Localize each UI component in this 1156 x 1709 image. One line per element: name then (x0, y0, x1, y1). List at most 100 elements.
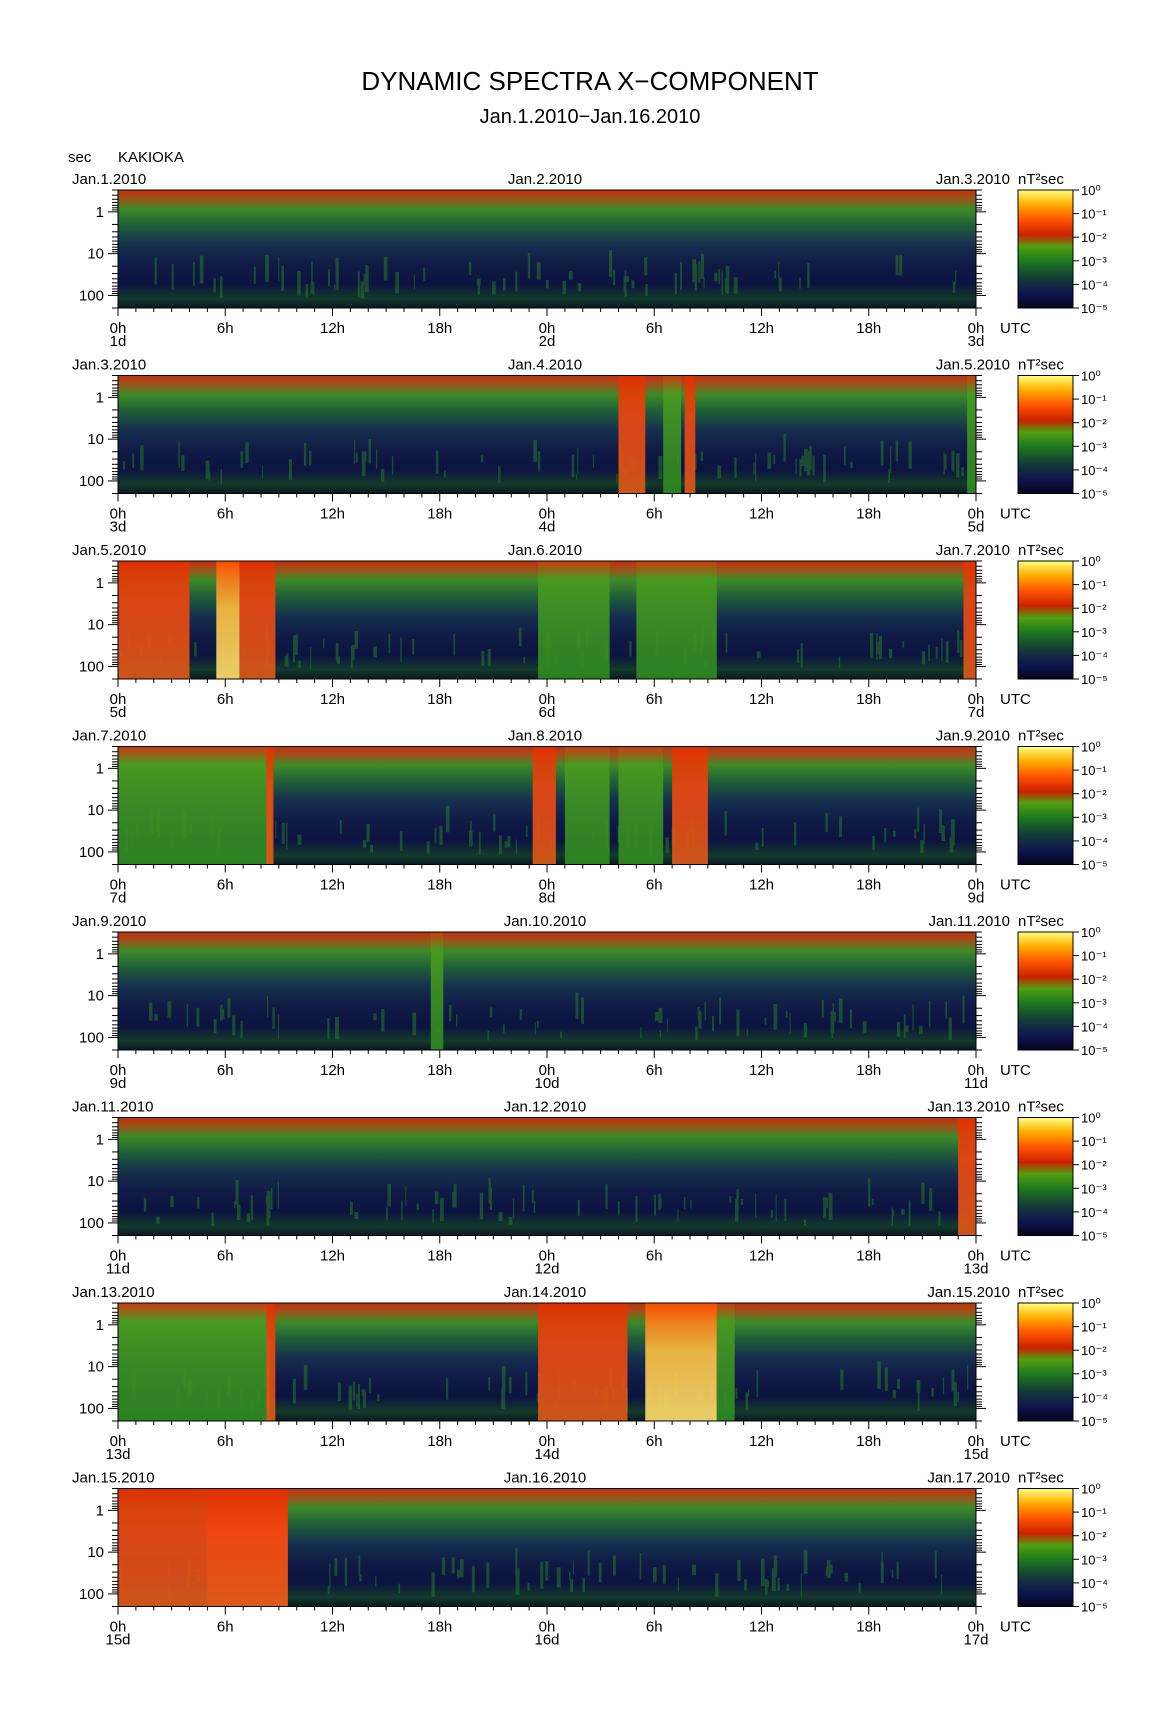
texture-streak (955, 270, 957, 285)
x-unit-label: UTC (1000, 1062, 1031, 1079)
texture-streak (623, 276, 625, 292)
texture-streak (698, 261, 701, 283)
texture-streak (908, 1200, 911, 1226)
texture-streak (917, 1386, 920, 1411)
texture-streak (412, 1012, 417, 1036)
texture-streak (850, 462, 853, 469)
x-tick-label: 18h (856, 1062, 881, 1079)
colorbar-tick-label: 10⁻⁴ (1081, 277, 1108, 292)
texture-streak (246, 1213, 251, 1222)
colorbar-tick-label: 10⁻⁴ (1081, 1019, 1108, 1034)
texture-streak (912, 1004, 914, 1031)
texture-streak (375, 1576, 377, 1587)
texture-streak (456, 1014, 458, 1027)
texture-streak (931, 1388, 934, 1397)
texture-streak (659, 1197, 662, 1209)
texture-streak (803, 1550, 808, 1574)
colorbar (1017, 1117, 1074, 1236)
texture-streak (413, 274, 415, 290)
texture-streak (227, 998, 231, 1018)
activity-event (430, 932, 444, 1050)
texture-streak (240, 1020, 243, 1039)
colorbar-unit-label: nT²sec (1018, 913, 1064, 930)
texture-streak (365, 265, 369, 293)
texture-streak (416, 1203, 419, 1211)
x-tick-label: 18h (427, 1248, 452, 1265)
texture-streak (281, 265, 284, 291)
x-tick-label: 0h (110, 877, 127, 894)
x-tick-label: 6h (646, 691, 663, 708)
texture-streak (899, 255, 903, 276)
texture-streak (761, 828, 764, 847)
activity-event (618, 375, 646, 494)
texture-streak (830, 1011, 835, 1034)
y-tick-label: 10 (87, 246, 104, 263)
x-tick-label: 6h (646, 506, 663, 523)
colorbar-tick-label: 10⁻⁵ (1081, 1043, 1108, 1058)
texture-streak (504, 841, 508, 848)
x-unit-label: UTC (1000, 320, 1031, 337)
colorbar-tick-label: 10⁰ (1081, 369, 1101, 384)
texture-streak (310, 647, 312, 669)
panel-start-date: Jan.7.2010 (72, 728, 146, 745)
panel-group: Jan.1.2010 Jan.2.2010 Jan.3.2010 1 10 100 0h 6h… (72, 171, 1108, 1649)
texture-streak (803, 1023, 807, 1038)
x-unit-label: UTC (1000, 691, 1031, 708)
x-tick-label: 12h (749, 320, 774, 337)
texture-streak (445, 805, 450, 833)
x-tick-label: 18h (856, 877, 881, 894)
texture-streak (531, 1190, 534, 1203)
texture-streak (431, 1572, 435, 1597)
texture-streak (609, 250, 613, 277)
panel-end-date: Jan.3.2010 (936, 171, 1010, 188)
texture-streak (733, 277, 738, 294)
colorbar (1017, 375, 1074, 494)
texture-streak (771, 1568, 776, 1591)
y-tick-label: 10 (87, 1359, 104, 1376)
texture-streak (213, 278, 216, 293)
texture-streak (744, 1579, 747, 1591)
x-day-label: 17d (963, 1632, 988, 1649)
colorbar-tick-label: 10⁻⁴ (1081, 1390, 1108, 1405)
texture-streak (803, 1219, 806, 1226)
x-tick-label: 12h (749, 1062, 774, 1079)
texture-streak (893, 830, 896, 837)
x-tick-label: 6h (217, 506, 234, 523)
texture-streak (469, 830, 473, 847)
texture-streak (724, 810, 727, 836)
texture-streak (786, 1584, 789, 1591)
colorbar-unit-label: nT²sec (1018, 1284, 1064, 1301)
x-tick-label: 12h (749, 691, 774, 708)
chart-title: DYNAMIC SPECTRA X−COMPONENT (361, 66, 818, 96)
colorbar (1017, 1302, 1074, 1422)
x-day-label: 2d (539, 333, 556, 350)
y-tick-label: 100 (79, 1215, 104, 1232)
texture-streak (784, 1198, 787, 1222)
texture-streak (870, 632, 874, 659)
x-tick-label: 6h (217, 1619, 234, 1636)
texture-streak (357, 271, 360, 297)
texture-streak (799, 277, 801, 289)
y-tick-label: 10 (87, 617, 104, 634)
texture-streak (489, 1007, 493, 1018)
texture-streak (267, 995, 269, 1018)
texture-streak (639, 1553, 642, 1580)
texture-streak (773, 454, 776, 465)
texture-streak (764, 1578, 768, 1595)
texture-streak (220, 1004, 223, 1021)
activity-event (266, 746, 274, 865)
x-day-label: 12d (534, 1261, 559, 1278)
texture-streak (468, 262, 472, 276)
x-tick-label: 12h (320, 1062, 345, 1079)
x-tick-label: 18h (427, 320, 452, 337)
texture-streak (914, 828, 917, 839)
texture-streak (755, 1193, 757, 1218)
texture-streak (902, 641, 905, 648)
texture-streak (774, 270, 777, 279)
texture-streak (767, 452, 771, 469)
x-tick-label: 12h (320, 506, 345, 523)
texture-streak (373, 646, 377, 658)
texture-streak (143, 1197, 147, 1212)
x-unit-label: UTC (1000, 1433, 1031, 1450)
x-tick-label: 0h (110, 320, 127, 337)
